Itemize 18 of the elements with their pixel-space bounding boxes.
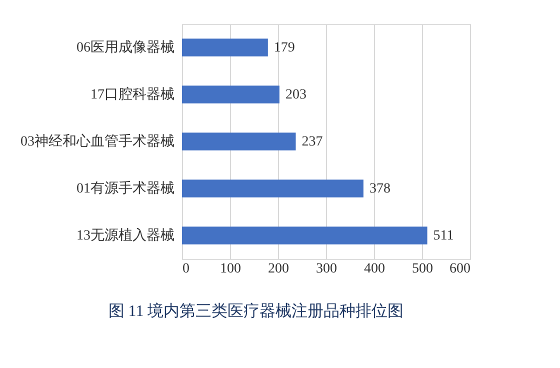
x-tick-label: 600 [450,262,470,276]
y-tick-label: 13无源植入器械 [76,228,174,244]
x-tick-label: 0 [182,262,190,276]
x-tick-label: 100 [220,262,241,276]
y-tick-label: 17口腔科器械 [90,86,174,102]
data-label: 511 [433,228,454,244]
data-label: 203 [285,88,306,102]
x-tick-label: 400 [364,262,385,276]
x-tick-label: 300 [316,262,337,276]
data-label: 237 [302,134,323,150]
x-tick-label: 500 [412,262,433,276]
y-tick-label: 01有源手术器械 [76,180,174,196]
text: 图 11 境内第三类医疗器械注册品种排位图 [108,302,404,320]
data-label: 378 [369,182,390,196]
data-label: 179 [274,40,295,56]
y-tick-label: 06医用成像器械 [76,40,174,56]
x-tick-label: 200 [268,262,289,276]
y-tick-label: 03神经和心血管手术器械 [20,134,174,150]
